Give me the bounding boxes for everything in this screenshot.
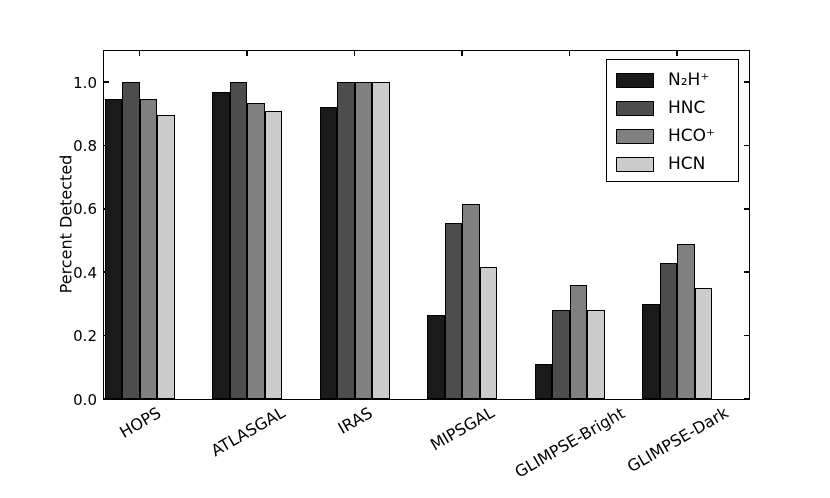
bar-HNC-GLIMPSE-Bright bbox=[552, 310, 570, 399]
bar-HCN-HOPS bbox=[157, 115, 175, 399]
bar-HCO⁺-IRAS bbox=[354, 82, 372, 399]
legend-entry-label: HCN bbox=[668, 153, 706, 174]
bar-HCO⁺-ATLASGAL bbox=[247, 102, 265, 399]
bar-HCN-GLIMPSE-Bright bbox=[587, 310, 605, 399]
legend-entry-label: N₂H⁺ bbox=[668, 69, 710, 90]
y-tick bbox=[104, 398, 109, 400]
x-tick bbox=[246, 51, 248, 56]
legend-entry: HCN bbox=[616, 150, 738, 178]
bar-HCN-GLIMPSE-Dark bbox=[694, 288, 712, 399]
y-tick bbox=[744, 398, 749, 400]
x-tick-label: MIPSGAL bbox=[426, 403, 498, 455]
x-tick bbox=[676, 51, 678, 56]
legend-entry: N₂H⁺ bbox=[616, 66, 738, 94]
bar-HCN-ATLASGAL bbox=[264, 110, 282, 399]
bar-N₂H⁺-MIPSGAL bbox=[427, 315, 445, 399]
y-tick-label: 0.4 bbox=[73, 263, 97, 282]
y-tick bbox=[744, 81, 749, 83]
bar-HNC-GLIMPSE-Dark bbox=[659, 262, 677, 399]
legend-swatch-icon bbox=[616, 72, 654, 88]
bar-HNC-MIPSGAL bbox=[444, 223, 462, 399]
y-tick bbox=[744, 144, 749, 147]
y-tick bbox=[744, 334, 749, 337]
bar-HNC-ATLASGAL bbox=[229, 82, 247, 399]
x-tick bbox=[568, 51, 571, 56]
bar-HCO⁺-HOPS bbox=[139, 99, 157, 399]
bar-N₂H⁺-GLIMPSE-Dark bbox=[642, 303, 660, 399]
y-tick-label: 1.0 bbox=[73, 73, 97, 92]
x-tick bbox=[461, 51, 463, 56]
x-tick bbox=[138, 51, 141, 56]
legend-swatch-icon bbox=[616, 100, 654, 116]
bar-N₂H⁺-HOPS bbox=[104, 99, 122, 399]
legend-entry: HNC bbox=[616, 94, 738, 122]
legend-swatch-icon bbox=[616, 156, 654, 172]
legend-entry-label: HCO⁺ bbox=[668, 125, 716, 146]
bar-N₂H⁺-ATLASGAL bbox=[212, 91, 230, 399]
bar-HCN-MIPSGAL bbox=[479, 267, 497, 399]
y-tick-label: 0.6 bbox=[73, 200, 97, 219]
x-tick-label: ATLASGAL bbox=[207, 402, 288, 461]
y-tick-label: 0.8 bbox=[73, 136, 97, 155]
y-tick-label: 0.2 bbox=[73, 327, 97, 346]
legend: N₂H⁺ HNC HCO⁺ HCN bbox=[606, 59, 739, 182]
x-tick-label: GLIMPSE-Bright bbox=[511, 403, 629, 482]
x-tick-label: HOPS bbox=[116, 402, 165, 442]
legend-entry-label: HNC bbox=[668, 97, 706, 118]
bar-HCO⁺-GLIMPSE-Dark bbox=[677, 243, 695, 399]
bar-HCO⁺-GLIMPSE-Bright bbox=[569, 284, 587, 399]
bar-N₂H⁺-IRAS bbox=[319, 107, 337, 399]
legend-swatch-icon bbox=[616, 128, 654, 144]
bar-HNC-HOPS bbox=[122, 82, 140, 399]
x-tick bbox=[353, 51, 356, 56]
y-tick bbox=[744, 271, 749, 273]
bar-HCO⁺-MIPSGAL bbox=[462, 204, 480, 399]
y-tick bbox=[104, 81, 109, 83]
x-tick-label: IRAS bbox=[334, 402, 376, 438]
y-tick bbox=[744, 208, 749, 210]
y-tick-label: 0.0 bbox=[73, 390, 97, 409]
bar-N₂H⁺-GLIMPSE-Bright bbox=[534, 364, 552, 399]
legend-entry: HCO⁺ bbox=[616, 122, 738, 150]
x-tick-label: GLIMPSE-Dark bbox=[623, 403, 732, 477]
bar-HNC-IRAS bbox=[337, 82, 355, 399]
bar-HCN-IRAS bbox=[372, 82, 390, 399]
